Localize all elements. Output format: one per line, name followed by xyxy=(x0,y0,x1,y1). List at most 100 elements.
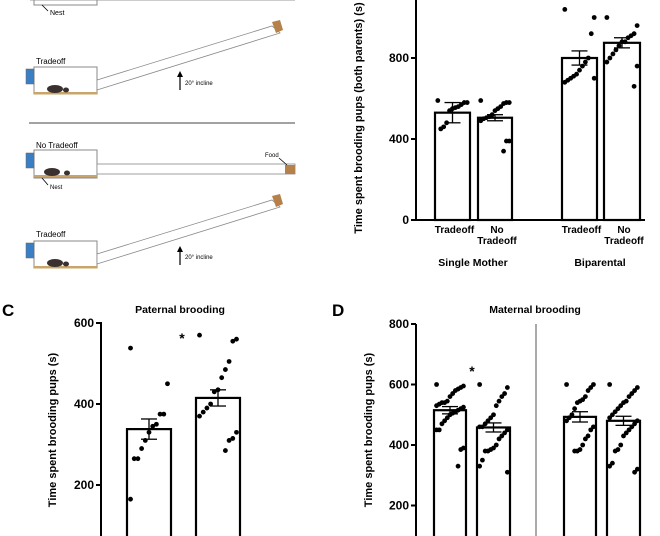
category-label: No xyxy=(617,225,630,236)
data-point xyxy=(607,463,613,469)
data-point xyxy=(485,418,491,424)
y-tick-label: 600 xyxy=(74,316,94,330)
data-point xyxy=(150,423,156,429)
y-tick-label: 800 xyxy=(389,51,409,65)
data-point xyxy=(477,463,483,469)
data-point xyxy=(585,388,591,393)
data-point xyxy=(504,469,510,475)
bar xyxy=(560,56,599,222)
y-tick-label: 200 xyxy=(389,499,409,513)
pup-icon xyxy=(64,170,70,176)
category-label: Tradeoff xyxy=(435,225,475,236)
data-point xyxy=(631,83,637,89)
data-point xyxy=(618,403,624,409)
data-point xyxy=(491,412,496,418)
bar xyxy=(602,41,642,222)
data-point xyxy=(493,403,499,409)
data-point xyxy=(447,394,453,399)
data-point xyxy=(564,418,569,424)
panel-d: D Maternal brooding Time spent brooding … xyxy=(332,301,581,536)
y-tick-label: 0 xyxy=(402,213,409,227)
data-point xyxy=(197,332,202,338)
food-label: Food xyxy=(265,153,279,159)
data-point xyxy=(477,382,483,387)
y-tick-label: 400 xyxy=(74,397,94,411)
data-point xyxy=(211,389,217,395)
data-point xyxy=(496,436,502,442)
bedding xyxy=(34,92,97,95)
horizontal-tube xyxy=(96,163,296,175)
data-point xyxy=(128,496,133,502)
data-point xyxy=(447,108,452,114)
data-point xyxy=(165,381,170,387)
data-point xyxy=(200,409,206,415)
water-bottle-icon xyxy=(25,242,35,259)
data-point xyxy=(230,338,236,344)
tradeoff-label-2: Tradeoff xyxy=(36,230,66,239)
category-label: No xyxy=(490,225,503,236)
group-label-single-mother: Single Mother xyxy=(438,257,507,269)
tradeoff-cage-2: 20° incline xyxy=(25,194,283,269)
panel-a-diagram: Nest Tradeoff 20° incline No Tradeoff Fo xyxy=(25,0,296,269)
panel-c-title: Paternal brooding xyxy=(135,304,225,316)
data-point xyxy=(501,148,506,154)
data-point xyxy=(139,446,145,451)
data-point xyxy=(562,79,568,85)
data-point xyxy=(482,448,488,454)
data-point xyxy=(621,433,626,439)
data-point xyxy=(492,108,498,114)
mouse-icon xyxy=(47,85,63,93)
data-point xyxy=(438,126,444,132)
data-point xyxy=(499,433,505,439)
y-tick-label: 600 xyxy=(389,378,409,392)
pup-icon xyxy=(63,261,69,267)
y-tick-label: 400 xyxy=(389,438,409,452)
data-point xyxy=(588,31,594,37)
incline-label-2: 20° incline xyxy=(185,255,213,261)
mouse-icon xyxy=(47,259,63,267)
data-point xyxy=(580,63,585,69)
data-point xyxy=(610,51,616,57)
data-point xyxy=(493,442,499,448)
panel-d-letter: D xyxy=(332,301,344,320)
data-point xyxy=(477,424,483,430)
data-point xyxy=(634,63,640,69)
data-point xyxy=(610,460,615,466)
group-label-biparental: Biparental xyxy=(574,257,625,269)
data-point xyxy=(626,427,632,433)
data-point xyxy=(161,411,167,417)
data-point xyxy=(616,43,622,49)
water-bottle-icon xyxy=(25,68,35,85)
bar xyxy=(562,415,598,536)
data-point xyxy=(621,400,626,406)
data-point xyxy=(488,415,494,421)
data-point xyxy=(572,406,578,412)
y-tick-label: 200 xyxy=(74,478,94,492)
data-point xyxy=(582,59,588,65)
data-point xyxy=(577,67,582,73)
water-bottle-icon xyxy=(25,152,35,169)
data-point xyxy=(131,456,137,462)
bar xyxy=(475,426,512,536)
data-point xyxy=(455,463,461,469)
data-point xyxy=(434,403,439,409)
data-point xyxy=(610,412,615,418)
data-point xyxy=(634,385,640,390)
mouse-icon xyxy=(44,168,60,176)
bar xyxy=(194,396,242,536)
data-point xyxy=(501,101,506,106)
data-point xyxy=(478,98,484,103)
incline-tube xyxy=(96,25,281,91)
panel-c-letter: C xyxy=(2,301,14,320)
data-point xyxy=(496,398,502,404)
data-point xyxy=(612,448,618,454)
incline-label-1: 20° incline xyxy=(185,81,213,87)
food-icon xyxy=(272,20,283,33)
nest-label: Nest xyxy=(50,10,64,17)
data-point xyxy=(607,415,613,421)
data-point xyxy=(629,391,635,396)
data-point xyxy=(562,6,568,12)
data-point xyxy=(632,421,637,427)
